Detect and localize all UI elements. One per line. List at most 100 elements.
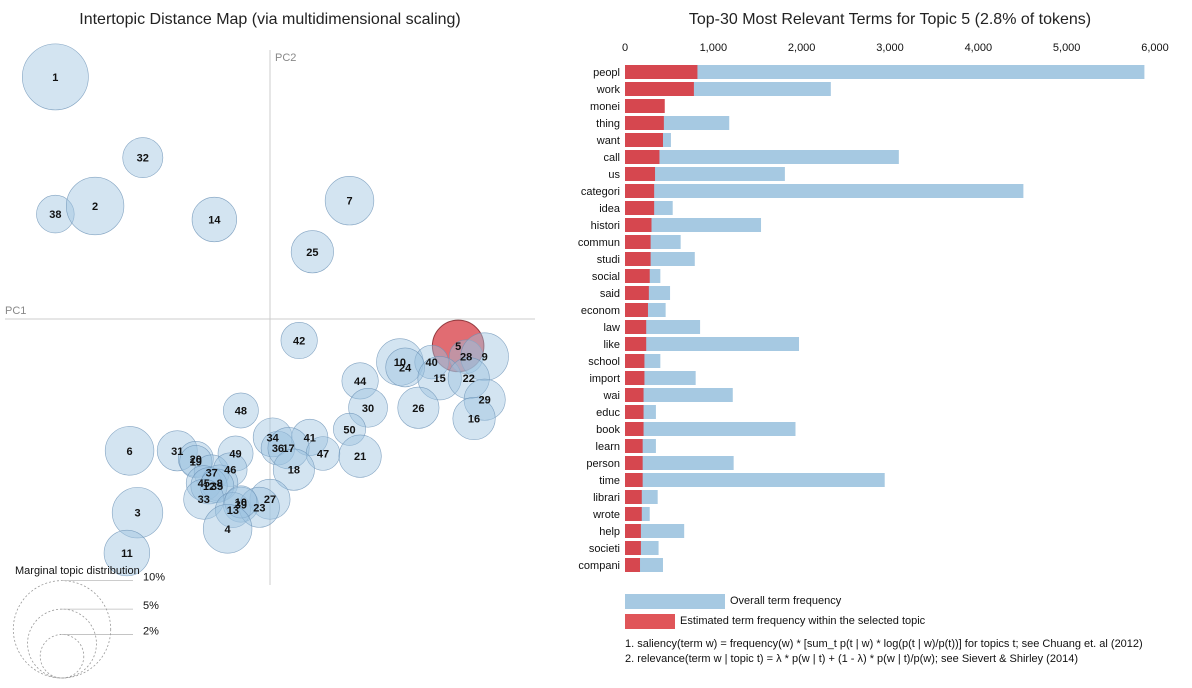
topic-circle-15[interactable]	[417, 356, 462, 401]
term-label-help[interactable]: help	[599, 526, 620, 538]
topic-label-8[interactable]: 8	[217, 478, 223, 490]
term-label-commun[interactable]: commun	[578, 237, 620, 249]
topic-label-10[interactable]: 10	[394, 357, 406, 369]
topic-label-49[interactable]: 49	[229, 449, 241, 461]
topic-label-6[interactable]: 6	[126, 446, 132, 458]
term-label-person[interactable]: person	[586, 458, 620, 470]
term-label-idea[interactable]: idea	[599, 203, 621, 215]
topic-circle-20[interactable]	[177, 441, 214, 477]
topic-bar-wai[interactable]	[625, 388, 644, 402]
term-label-work[interactable]: work	[596, 84, 621, 96]
topic-label-20[interactable]: 20	[190, 454, 202, 466]
topic-circle-40[interactable]	[414, 344, 449, 380]
topic-circle-11[interactable]	[103, 529, 151, 577]
topic-label-19[interactable]: 19	[190, 457, 202, 469]
topic-label-30[interactable]: 30	[362, 403, 374, 415]
topic-circle-3[interactable]	[111, 487, 164, 539]
overall-bar-like[interactable]	[625, 337, 800, 351]
topic-circle-47[interactable]	[305, 436, 341, 471]
term-label-monei[interactable]: monei	[590, 101, 620, 113]
topic-label-1[interactable]: 1	[52, 72, 58, 84]
term-label-us[interactable]: us	[608, 169, 620, 181]
topic-circle-32[interactable]	[122, 137, 164, 178]
topic-label-46[interactable]: 46	[224, 465, 236, 477]
topic-bar-us[interactable]	[625, 167, 656, 181]
topic-bar-law[interactable]	[625, 320, 647, 334]
topic-circle-37[interactable]	[193, 454, 230, 491]
topic-label-23[interactable]: 23	[253, 502, 265, 514]
topic-circle-21[interactable]	[338, 434, 382, 478]
term-label-librari[interactable]: librari	[593, 492, 620, 504]
term-label-said[interactable]: said	[600, 288, 620, 300]
term-label-educ[interactable]: educ	[596, 407, 620, 419]
topic-label-45[interactable]: 45	[198, 478, 210, 490]
topic-bar-learn[interactable]	[625, 439, 643, 453]
topic-circle-13[interactable]	[215, 492, 251, 528]
topic-bar-compani[interactable]	[625, 558, 641, 572]
topic-label-39[interactable]: 39	[235, 500, 247, 512]
term-label-histori[interactable]: histori	[591, 220, 620, 232]
topic-label-10[interactable]: 10	[235, 497, 247, 509]
topic-bar-time[interactable]	[625, 473, 643, 487]
topic-bar-import[interactable]	[625, 371, 645, 385]
topic-bar-categori[interactable]	[625, 184, 655, 198]
topic-label-14[interactable]: 14	[208, 214, 221, 226]
topic-circle-31[interactable]	[156, 430, 198, 472]
overall-bar-person[interactable]	[625, 456, 734, 470]
topic-label-5[interactable]: 5	[455, 341, 461, 353]
topic-circle-19[interactable]	[179, 445, 213, 479]
topic-bar-commun[interactable]	[625, 235, 651, 249]
term-label-import[interactable]: import	[589, 373, 620, 385]
topic-bar-peopl[interactable]	[625, 65, 698, 79]
term-label-societi[interactable]: societi	[589, 543, 620, 555]
topic-circle-28[interactable]	[448, 339, 484, 374]
topic-label-3[interactable]: 3	[134, 508, 140, 520]
topic-bar-wrote[interactable]	[625, 507, 642, 521]
topic-label-31[interactable]: 31	[171, 446, 183, 458]
topic-bar-book[interactable]	[625, 422, 644, 436]
topic-bar-monei[interactable]	[625, 99, 665, 113]
topic-circle-44[interactable]	[341, 362, 379, 400]
topic-circle-46[interactable]	[213, 452, 248, 487]
topic-circle-16[interactable]	[452, 397, 496, 441]
overall-bar-peopl[interactable]	[625, 65, 1145, 79]
topic-label-18[interactable]: 18	[288, 465, 300, 477]
topic-label-35[interactable]: 35	[211, 481, 223, 493]
topic-circle-14[interactable]	[191, 196, 237, 243]
term-label-wrote[interactable]: wrote	[592, 509, 620, 521]
topic-circle-4[interactable]	[202, 504, 253, 554]
topic-bar-histori[interactable]	[625, 218, 652, 232]
term-label-peopl[interactable]: peopl	[593, 67, 620, 79]
term-label-book[interactable]: book	[596, 424, 620, 436]
overall-bar-us[interactable]	[625, 167, 785, 181]
term-label-compani[interactable]: compani	[578, 560, 620, 572]
topic-label-16[interactable]: 16	[468, 414, 480, 426]
topic-circle-2[interactable]	[65, 176, 125, 236]
topic-circle-30[interactable]	[348, 387, 388, 428]
topic-label-15[interactable]: 15	[433, 373, 445, 385]
topic-label-37[interactable]: 37	[206, 467, 218, 479]
topic-label-38[interactable]: 38	[49, 209, 61, 221]
term-label-want[interactable]: want	[596, 135, 620, 147]
topic-bar-social[interactable]	[625, 269, 650, 283]
topic-label-40[interactable]: 40	[426, 357, 438, 369]
overall-bar-histori[interactable]	[625, 218, 762, 232]
topic-bar-want[interactable]	[625, 133, 663, 147]
topic-bar-call[interactable]	[625, 150, 660, 164]
topic-label-44[interactable]: 44	[354, 376, 367, 388]
topic-label-12[interactable]: 12	[203, 481, 215, 493]
topic-label-29[interactable]: 29	[479, 395, 491, 407]
topic-circle-10[interactable]	[224, 485, 258, 519]
topic-label-36[interactable]: 36	[272, 443, 284, 455]
topic-circle-22[interactable]	[447, 357, 490, 400]
topic-circle-6[interactable]	[104, 426, 155, 476]
topic-label-7[interactable]: 7	[346, 196, 352, 208]
topic-circle-9[interactable]	[460, 332, 509, 381]
term-label-categori[interactable]: categori	[581, 186, 620, 198]
term-label-call[interactable]: call	[603, 152, 620, 164]
term-label-wai[interactable]: wai	[602, 390, 620, 402]
term-label-time[interactable]: time	[599, 475, 620, 487]
term-label-thing[interactable]: thing	[596, 118, 620, 130]
topic-bar-help[interactable]	[625, 524, 641, 538]
topic-label-28[interactable]: 28	[460, 352, 472, 364]
